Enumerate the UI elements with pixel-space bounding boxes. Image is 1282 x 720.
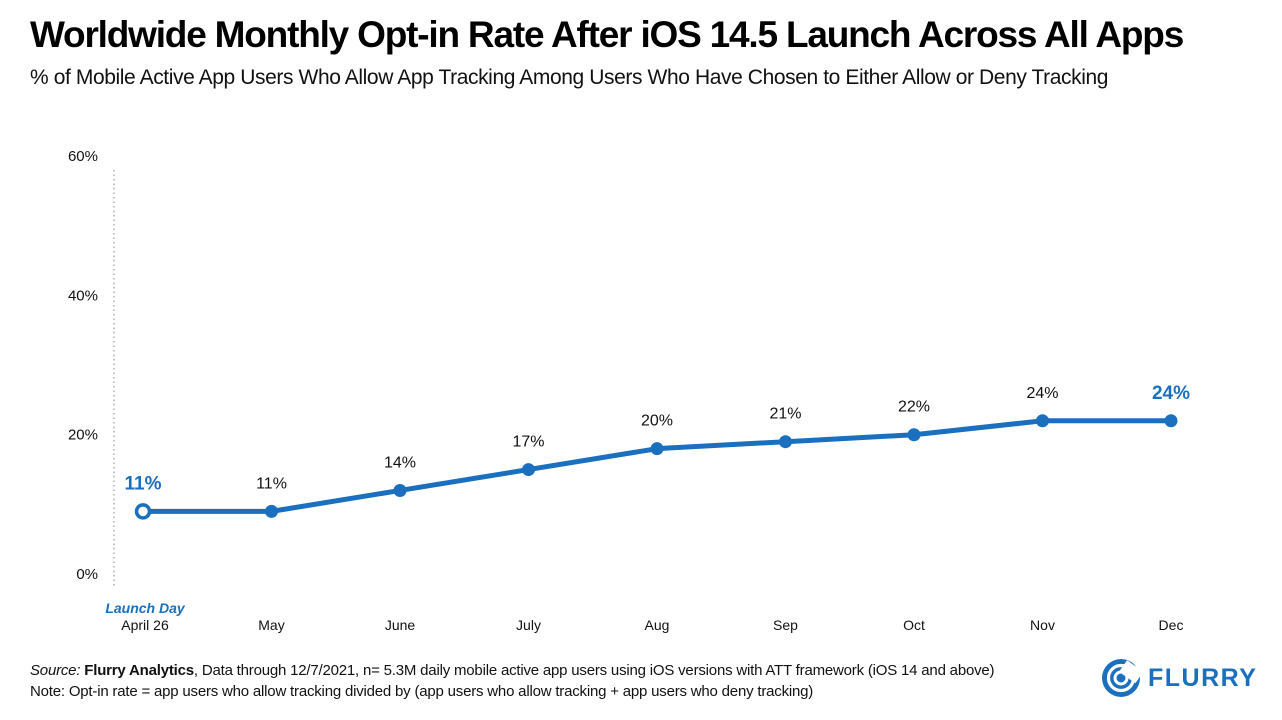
data-point — [134, 503, 152, 520]
x-tick-label: June — [385, 617, 416, 633]
data-point — [907, 428, 921, 442]
x-tick-label: Aug — [645, 617, 670, 633]
data-label: 21% — [769, 406, 801, 423]
data-point — [650, 442, 664, 456]
x-tick-label: May — [258, 617, 284, 633]
line-chart: 0% 20% 40% 60% 11% 11% 14% 17% 20% 21% 22% 24% 24% Ap… — [68, 148, 1190, 633]
x-tick-label: Nov — [1030, 617, 1055, 633]
y-tick-label: 60% — [68, 148, 98, 165]
chart-title: Worldwide Monthly Opt-in Rate After iOS … — [30, 14, 1184, 55]
data-label: 20% — [641, 413, 673, 430]
logo-text: FLURRY — [1148, 664, 1258, 692]
data-point — [393, 483, 407, 497]
data-label: 11% — [125, 473, 162, 494]
chart-subtitle: % of Mobile Active App Users Who Allow A… — [30, 66, 1109, 89]
x-tick-label: April 26 — [121, 617, 169, 633]
chart-footer: Source: Flurry Analytics, Data through 1… — [30, 660, 995, 702]
data-label: 24% — [1152, 383, 1190, 404]
y-tick-label: 20% — [68, 427, 98, 444]
data-point — [265, 504, 278, 518]
data-label: 14% — [384, 454, 416, 471]
data-label: 22% — [898, 399, 930, 416]
data-label: 17% — [512, 434, 544, 451]
flurry-logo-icon — [1102, 659, 1144, 697]
x-tick-label: Oct — [903, 617, 925, 633]
data-label: 11% — [256, 475, 287, 492]
x-tick-label: July — [516, 617, 541, 633]
data-point — [1164, 414, 1178, 428]
source-label: Source: — [30, 662, 81, 679]
data-point — [779, 435, 792, 449]
data-point — [1036, 414, 1049, 428]
x-tick-label: Dec — [1159, 617, 1184, 633]
source-name: Flurry Analytics — [84, 662, 194, 679]
source-details: , Data through 12/7/2021, n= 5.3M daily … — [193, 662, 995, 679]
y-tick-label: 0% — [76, 566, 98, 583]
x-tick-label: Sep — [773, 617, 798, 633]
data-label: 24% — [1026, 385, 1058, 402]
launch-day-label: Launch Day — [105, 600, 186, 616]
note-line: Note: Opt-in rate = app users who allow … — [30, 683, 814, 700]
source-line: Source: Flurry Analytics, Data through 1… — [30, 660, 995, 681]
y-tick-label: 40% — [68, 287, 98, 304]
data-point — [522, 463, 535, 477]
series-line — [140, 418, 1174, 514]
